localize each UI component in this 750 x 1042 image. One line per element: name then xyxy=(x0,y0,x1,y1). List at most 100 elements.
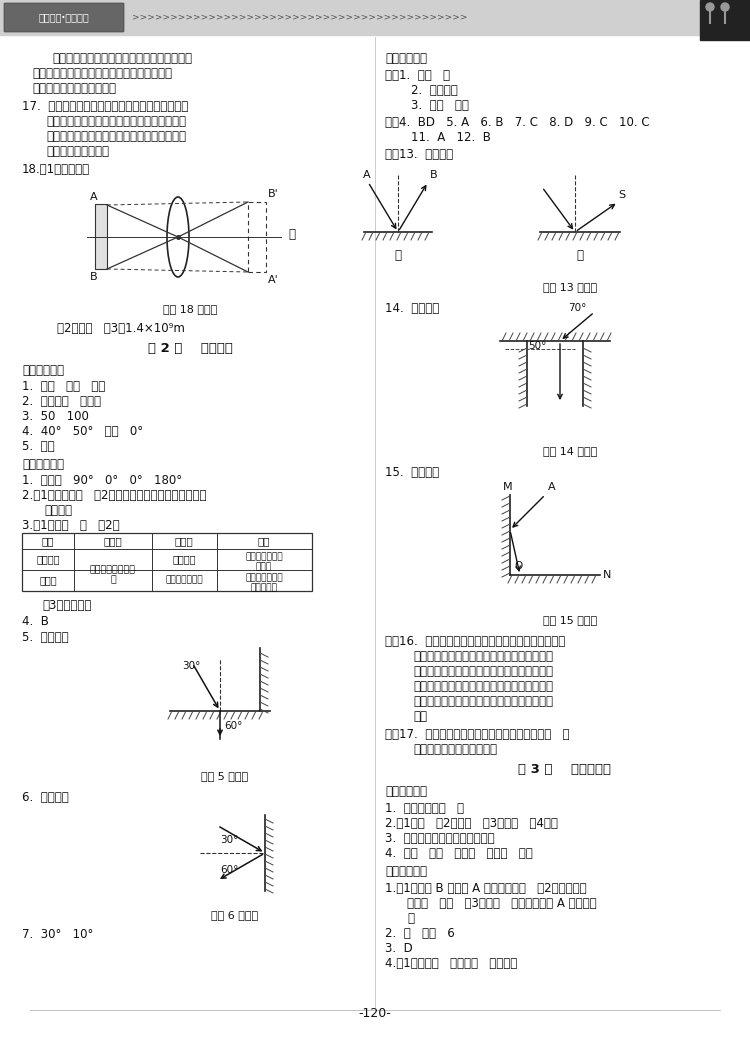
Text: 2.（1）一定垂直   （2）把反射光线与镜面的夹角当成: 2.（1）一定垂直 （2）把反射光线与镜面的夹角当成 xyxy=(22,489,206,502)
Text: A': A' xyxy=(268,275,279,286)
Text: 镜面光滑: 镜面光滑 xyxy=(172,554,196,564)
Text: B': B' xyxy=(268,189,279,199)
Text: （第 5 题图）: （第 5 题图） xyxy=(202,771,248,782)
Text: -120-: -120- xyxy=(358,1007,392,1020)
Circle shape xyxy=(721,3,729,11)
Text: 1.  反射   反射   等于: 1. 反射 反射 等于 xyxy=(22,380,105,393)
Text: 然平行: 然平行 xyxy=(256,563,272,571)
Text: 着不同方向: 着不同方向 xyxy=(251,584,278,593)
Text: N: N xyxy=(603,570,611,580)
Text: 【课前优学】: 【课前优学】 xyxy=(385,785,427,798)
Text: 2.  镜面反射   漫反射: 2. 镜面反射 漫反射 xyxy=(22,395,101,408)
Text: 第 3 节    平面镜成像: 第 3 节 平面镜成像 xyxy=(518,763,611,776)
Text: 在均匀介质中沿直线传播。: 在均匀介质中沿直线传播。 xyxy=(32,82,116,95)
Text: （2）正比   （3）1.4×10⁹m: （2）正比 （3）1.4×10⁹m xyxy=(57,322,184,334)
Text: （第 18 题图）: （第 18 题图） xyxy=(163,304,218,314)
Text: M: M xyxy=(503,482,513,492)
Text: 2.  镜面反射: 2. 镜面反射 xyxy=(411,84,458,97)
Text: 的距离   大小   （3）不能   不能确定蜡烛 A 的像的位: 的距离 大小 （3）不能 不能确定蜡烛 A 的像的位 xyxy=(407,897,597,910)
Text: 17.  由于光在均匀介质中沿直线传播，当眼睛看到: 17. 由于光在均匀介质中沿直线传播，当眼睛看到 xyxy=(22,100,188,113)
Text: 【课堂优练】: 【课堂优练】 xyxy=(385,865,427,878)
Text: 样就不会形成影子。因此，影子的形成证明光: 样就不会形成影子。因此，影子的形成证明光 xyxy=(32,67,172,80)
Text: 60°: 60° xyxy=(224,721,242,731)
Text: 60°: 60° xyxy=(220,865,239,875)
Text: 5.  如图所示: 5. 如图所示 xyxy=(22,631,69,644)
Text: （第 6 题图）: （第 6 题图） xyxy=(211,910,259,920)
Bar xyxy=(0,0,750,35)
Circle shape xyxy=(706,3,714,11)
Text: 15.  如图所示: 15. 如图所示 xyxy=(385,466,439,479)
Text: 4.  凸面   凹面   凹面镜   凸面镜   扩大: 4. 凸面 凹面 凹面镜 凸面镜 扩大 xyxy=(385,847,532,860)
Text: 3.  50   100: 3. 50 100 xyxy=(22,410,88,423)
Text: （3）光的反射: （3）光的反射 xyxy=(42,599,92,612)
Bar xyxy=(22,534,312,591)
Text: 18.（1）如图所示: 18.（1）如图所示 xyxy=(22,163,90,176)
Text: 7.  30°   10°: 7. 30° 10° xyxy=(22,928,93,941)
Text: 11.  A   12.  B: 11. A 12. B xyxy=(411,131,491,144)
Text: 3.  D: 3. D xyxy=(385,942,412,956)
Text: 四、16.  当太阳光射到关着的窗户上时，光在玻璃表面: 四、16. 当太阳光射到关着的窗户上时，光在玻璃表面 xyxy=(385,635,566,648)
Text: 结果: 结果 xyxy=(258,536,270,546)
Text: 14.  如图所示: 14. 如图所示 xyxy=(385,302,439,315)
Text: A: A xyxy=(548,481,556,492)
Text: 将会有一部分光绕过物体到达物体的背后，这: 将会有一部分光绕过物体到达物体的背后，这 xyxy=(52,52,192,65)
Text: 反射面凸凹不平: 反射面凸凹不平 xyxy=(165,575,202,585)
Text: 50°: 50° xyxy=(528,341,546,351)
Bar xyxy=(700,0,750,40)
Text: （第 15 题图）: （第 15 题图） xyxy=(543,615,597,625)
Bar xyxy=(95,204,107,269)
Text: 的反射现象中光路是可逆的: 的反射现象中光路是可逆的 xyxy=(413,743,497,756)
Text: 三、13.  如图所示: 三、13. 如图所示 xyxy=(385,148,453,162)
Text: 二、4.  BD   5. A   6. B   7. C   8. D   9. C   10. C: 二、4. BD 5. A 6. B 7. C 8. D 9. C 10. C xyxy=(385,116,650,129)
Text: 70°: 70° xyxy=(568,303,586,313)
Text: 甲: 甲 xyxy=(394,249,401,262)
FancyBboxPatch shape xyxy=(4,3,124,32)
Text: 上，有很强的光进入眼睛，因此看起来明亮刺: 上，有很强的光进入眼睛，因此看起来明亮刺 xyxy=(413,665,553,678)
Text: 30°: 30° xyxy=(182,661,200,671)
Text: 们在一条直线上，枪就瞄准了，确保从枪口射: 们在一条直线上，枪就瞄准了，确保从枪口射 xyxy=(46,130,186,143)
Text: 1.  反射角   90°   0°   0°   180°: 1. 反射角 90° 0° 0° 180° xyxy=(22,474,182,487)
Text: 眼。当太阳光从开着的窗口射入室内，有很少: 眼。当太阳光从开着的窗口射入室内，有很少 xyxy=(413,680,553,693)
Bar xyxy=(248,202,266,272)
Text: （第 14 题图）: （第 14 题图） xyxy=(543,446,597,456)
Text: 光反射出来进入小明的眼睛，因此看起来黑洞: 光反射出来进入小明的眼睛，因此看起来黑洞 xyxy=(413,695,553,708)
Text: 第 2 节    光的反射: 第 2 节 光的反射 xyxy=(148,342,232,355)
Text: 1.  表面光滑且平   像: 1. 表面光滑且平 像 xyxy=(385,802,464,815)
Text: 30°: 30° xyxy=(220,835,239,845)
Text: 出的子弹命中目标。: 出的子弹命中目标。 xyxy=(46,145,109,158)
Text: 共同点: 共同点 xyxy=(104,536,122,546)
Text: 五、17.  反射光线、入射光线和法线在同一平面内   光: 五、17. 反射光线、入射光线和法线在同一平面内 光 xyxy=(385,728,569,741)
Text: 漫反射: 漫反射 xyxy=(39,575,57,585)
Text: 平行光反射后仍: 平行光反射后仍 xyxy=(245,552,283,562)
Text: 3.（1）镜面   漫   （2）: 3.（1）镜面 漫 （2） xyxy=(22,519,120,532)
Text: 【课前优学】: 【课前优学】 xyxy=(22,364,64,377)
Text: B: B xyxy=(90,272,98,282)
Text: 2.（1）后   （2）相等   （3）相等   （4）右: 2.（1）后 （2）相等 （3）相等 （4）右 xyxy=(385,817,558,830)
Text: 4.  40°   50°   减小   0°: 4. 40° 50° 减小 0° xyxy=(22,425,143,438)
Text: 平行光反射后向: 平行光反射后向 xyxy=(245,573,283,582)
Text: 现象: 现象 xyxy=(42,536,54,546)
Text: 洞。: 洞。 xyxy=(413,710,427,723)
Text: 发生镜面反射，小明恰好处于反射光线的方向: 发生镜面反射，小明恰好处于反射光线的方向 xyxy=(413,650,553,663)
Text: 乙: 乙 xyxy=(577,249,584,262)
Text: B: B xyxy=(430,170,438,180)
Text: 不同点: 不同点 xyxy=(175,536,194,546)
Text: 4.（1）玻璃板   没有点燃   完全重合: 4.（1）玻璃板 没有点燃 完全重合 xyxy=(385,957,518,970)
Text: 4.  B: 4. B xyxy=(22,615,49,628)
Text: 1.（1）蜡烛 B 与蜡烛 A 的像完全重合   （2）到玻璃板: 1.（1）蜡烛 B 与蜡烛 A 的像完全重合 （2）到玻璃板 xyxy=(385,882,586,895)
Text: 屏: 屏 xyxy=(288,228,295,242)
Text: 6.  如图所示: 6. 如图所示 xyxy=(22,791,69,804)
Text: 瞄准点、准星和标尺缺口三者重合时，表明它: 瞄准点、准星和标尺缺口三者重合时，表明它 xyxy=(46,115,186,128)
Text: 5.  反射: 5. 反射 xyxy=(22,440,55,453)
Text: 2.  虚   反射   6: 2. 虚 反射 6 xyxy=(385,927,454,940)
Text: 3.  不是由实际光线汇聚而成的像: 3. 不是由实际光线汇聚而成的像 xyxy=(385,832,495,845)
Text: 【课后优测】: 【课后优测】 xyxy=(385,52,427,65)
Text: 了反射角: 了反射角 xyxy=(44,504,72,517)
Text: 一、1.  镜面   漫: 一、1. 镜面 漫 xyxy=(385,69,450,82)
Text: 全优主练·参考答案: 全优主练·参考答案 xyxy=(39,13,89,22)
Text: 都遵守光的反射定: 都遵守光的反射定 xyxy=(90,566,136,574)
Text: （第 13 题图）: （第 13 题图） xyxy=(543,282,597,292)
Text: 镜面反射: 镜面反射 xyxy=(36,554,60,564)
Text: 置: 置 xyxy=(407,912,414,925)
Text: S: S xyxy=(618,190,626,200)
